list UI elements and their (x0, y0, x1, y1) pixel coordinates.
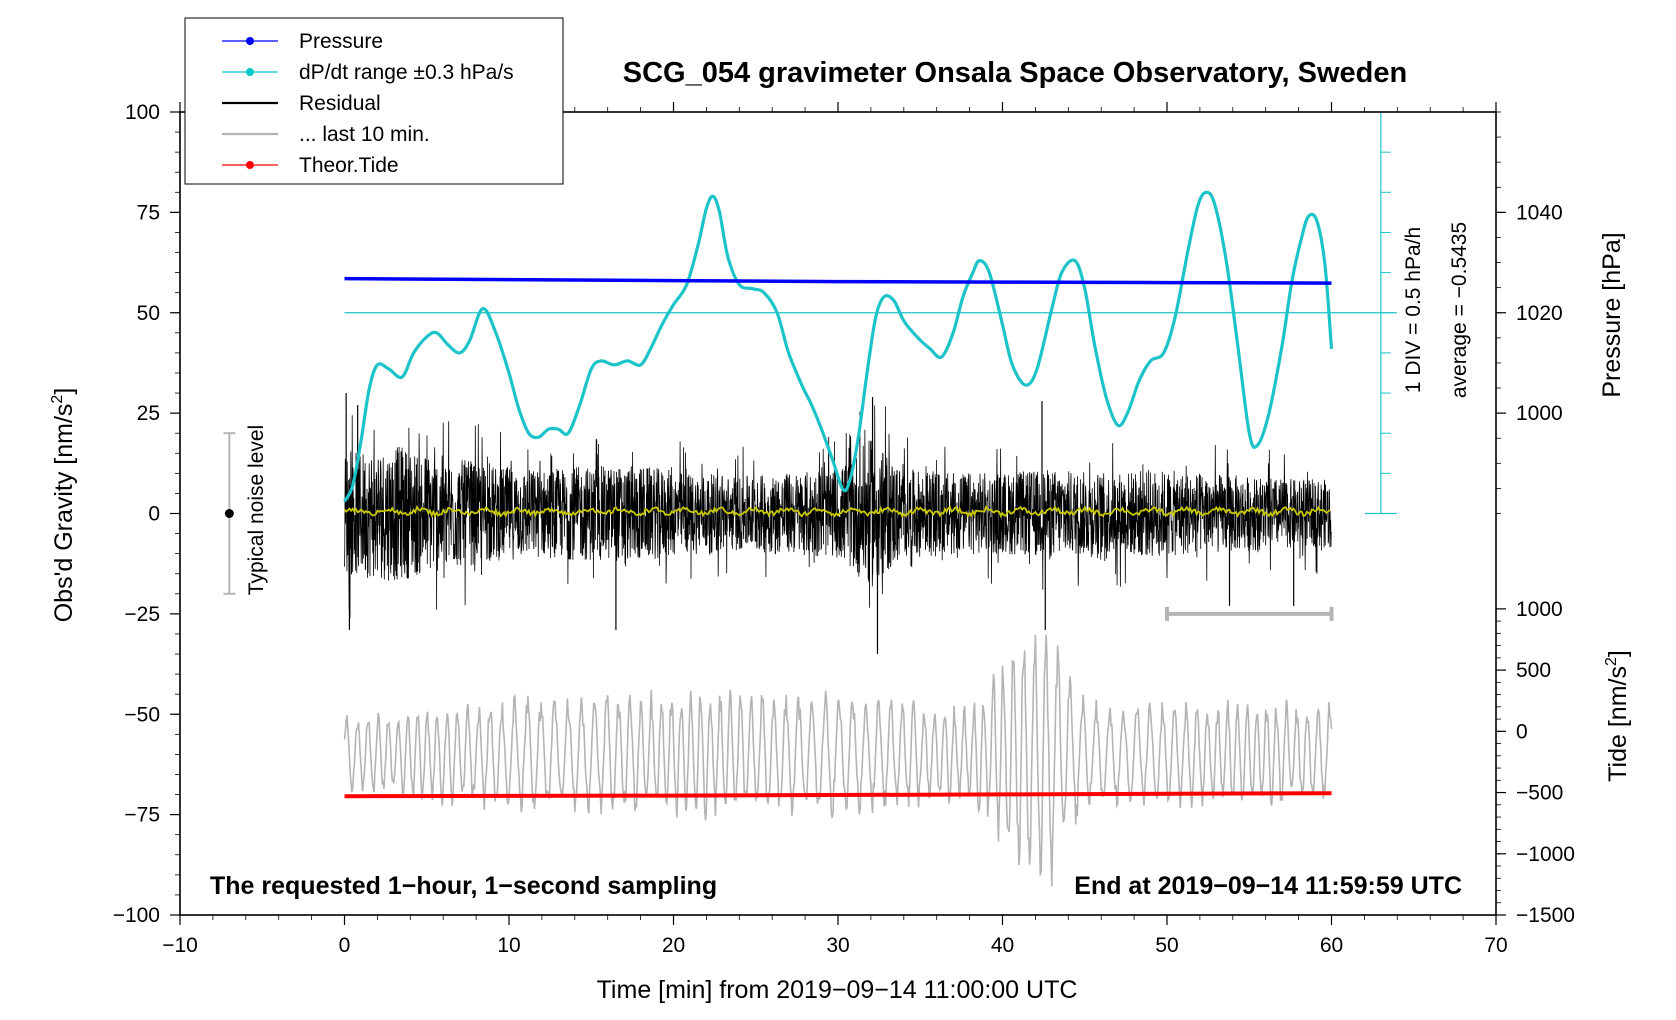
x-tick-label: 10 (497, 934, 520, 957)
legend: Pressure dP/dt range ±0.3 hPa/s Residual… (184, 17, 564, 185)
tide-tick-label: 500 (1516, 659, 1551, 682)
x-tick-label: 60 (1320, 934, 1343, 957)
y-tick-label: −50 (124, 703, 160, 726)
legend-item-pressure: Pressure (222, 30, 383, 53)
tide-tick-label: 0 (1516, 720, 1528, 743)
tide-tick-label: −500 (1516, 782, 1563, 805)
y-tick-label: 25 (137, 402, 160, 425)
footer-left-note: The requested 1−hour, 1−second sampling (210, 872, 717, 900)
legend-label-residual: Residual (299, 92, 381, 115)
legend-label-pressure: Pressure (299, 30, 383, 53)
x-tick-label: 70 (1484, 934, 1507, 957)
y-axis-title-left: Obs'd Gravity [nm/s2] (49, 388, 78, 623)
legend-item-tide: Theor.Tide (222, 154, 399, 177)
x-tick-label: 30 (826, 934, 849, 957)
tide-tick-label: 1000 (1516, 598, 1563, 621)
y-tick-label: 75 (137, 201, 160, 224)
noise-level-center-dot (224, 509, 234, 518)
tide-tick-label: −1500 (1516, 904, 1575, 927)
tide-axis-title: Tide [nm/s2] (1603, 650, 1632, 782)
smoothed-residual-line (343, 504, 1331, 519)
legend-marker-pressure (246, 37, 254, 45)
pressure-line (344, 276, 1332, 285)
theoretical-tide-line (344, 791, 1332, 799)
y-tick-label: 0 (148, 503, 160, 526)
y-tick-label: −100 (113, 904, 160, 927)
series-layer (223, 111, 1397, 887)
last-10-min-line (343, 634, 1333, 887)
legend-item-dpdt: dP/dt range ±0.3 hPa/s (222, 61, 514, 84)
x-tick-label: −10 (162, 934, 198, 957)
footer-right-note: End at 2019−09−14 11:59:59 UTC (1074, 872, 1462, 900)
x-tick-label: 50 (1155, 934, 1178, 957)
legend-label-dpdt: dP/dt range ±0.3 hPa/s (299, 61, 514, 84)
legend-label-tide: Theor.Tide (299, 154, 399, 177)
legend-item-last10: ... last 10 min. (222, 123, 430, 146)
tide-axis-title-main: Tide [nm/s (1604, 666, 1632, 782)
pressure-scale-average-label: average = −0.5435 (1448, 222, 1471, 398)
legend-label-last10: ... last 10 min. (299, 123, 430, 146)
pressure-tick-label: 1000 (1516, 402, 1563, 425)
y-axis-title-left-main: Obs'd Gravity [nm/s (50, 404, 78, 623)
x-tick-label: 40 (991, 934, 1014, 957)
legend-box (184, 17, 564, 185)
x-tick-label: 0 (339, 934, 351, 957)
pressure-tick-label: 1040 (1516, 201, 1563, 224)
dpdt-line (343, 190, 1334, 503)
y-tick-label: −25 (124, 603, 160, 626)
chart-title: SCG_054 gravimeter Onsala Space Observat… (623, 57, 1407, 89)
y-tick-label: −75 (124, 804, 160, 827)
legend-marker-dpdt (246, 68, 254, 76)
pressure-scale-div-label: 1 DIV = 0.5 hPa/h (1402, 227, 1425, 393)
tide-axis-title-sup: 2 (1603, 657, 1620, 666)
y-axis-title-left-sup: 2 (49, 395, 66, 404)
x-axis-title: Time [min] from 2019−09−14 11:00:00 UTC (597, 976, 1078, 1004)
pressure-tick-label: 1020 (1516, 302, 1563, 325)
axes-layer: −10 0 10 20 30 40 50 60 701007550250−25−50−75−10… (113, 101, 1575, 957)
legend-marker-tide (246, 161, 254, 169)
tide-axis-title-close: ] (1604, 650, 1632, 657)
residual-line (344, 405, 1332, 619)
legend-item-residual: Residual (222, 92, 381, 115)
y-tick-label: 100 (125, 101, 160, 124)
y-tick-label: 50 (137, 302, 160, 325)
y-axis-title-left-close: ] (50, 388, 78, 395)
tide-tick-label: −1000 (1516, 843, 1575, 866)
pressure-axis-title: Pressure [hPa] (1598, 232, 1626, 397)
noise-level-label: Typical noise level (245, 425, 268, 595)
x-tick-label: 20 (662, 934, 685, 957)
